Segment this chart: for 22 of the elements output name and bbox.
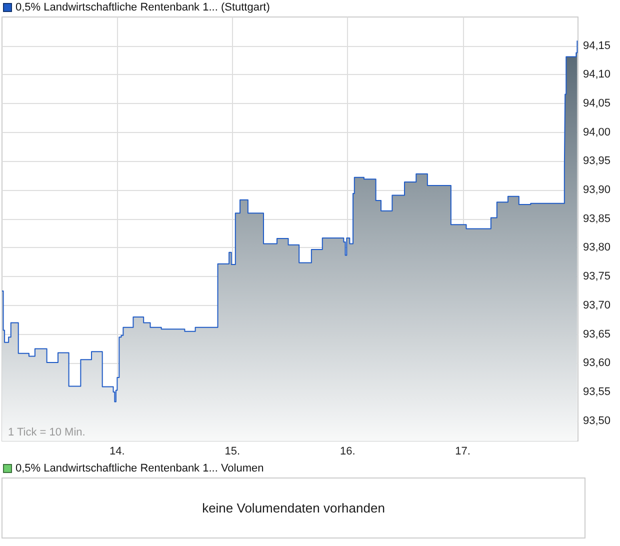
x-tick-label: 16. bbox=[340, 446, 356, 458]
y-tick-label: 93,75 bbox=[583, 270, 611, 283]
y-tick-label: 93,70 bbox=[583, 299, 611, 312]
y-tick-label: 93,95 bbox=[583, 155, 611, 168]
x-tick-label: 15. bbox=[224, 446, 240, 458]
y-tick-label: 93,60 bbox=[583, 357, 611, 370]
x-tick-label: 17. bbox=[455, 446, 470, 458]
y-tick-label: 94,15 bbox=[583, 40, 611, 52]
x-tick-label: 14. bbox=[110, 446, 125, 458]
annotation: 1 Tick = 10 Min. bbox=[8, 426, 86, 438]
y-tick-label: 94,05 bbox=[583, 98, 611, 110]
legend-label: 0,5% Landwirtschaftliche Rentenbank 1... Volumen bbox=[16, 462, 264, 474]
text: keine Volumendaten vorhanden bbox=[202, 500, 385, 516]
legend-label: 0,5% Landwirtschaftliche Rentenbank 1... (Stuttgart) bbox=[16, 2, 270, 14]
y-tick-label: 93,50 bbox=[583, 414, 611, 427]
y-tick-label: 93,55 bbox=[583, 386, 611, 398]
y-tick-label: 93,85 bbox=[583, 212, 611, 225]
y-tick-label: 94,10 bbox=[583, 68, 611, 81]
y-tick-label: 94,00 bbox=[583, 126, 611, 138]
y-tick-label: 93,80 bbox=[583, 242, 611, 254]
y-tick-label: 93,65 bbox=[583, 328, 611, 340]
y-tick-label: 93,90 bbox=[583, 184, 611, 196]
